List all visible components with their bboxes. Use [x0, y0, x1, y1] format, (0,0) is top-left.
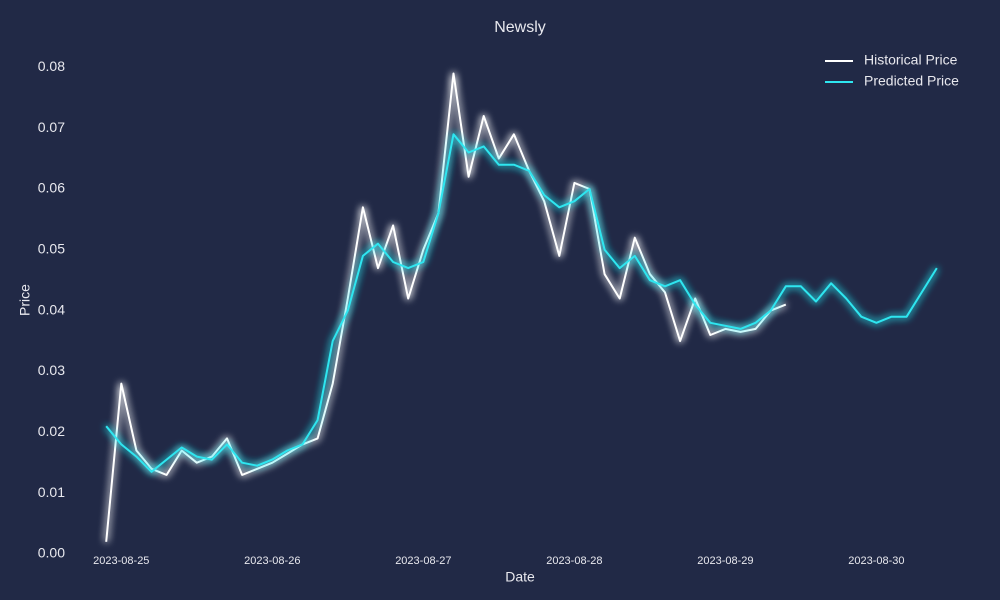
x-tick-label: 2023-08-29: [697, 555, 753, 567]
x-axis-label: Date: [505, 569, 535, 585]
x-tick-label: 2023-08-28: [546, 555, 602, 567]
line-1: [105, 133, 938, 473]
line-0: [105, 72, 787, 542]
y-tick-label: 0.05: [38, 241, 65, 257]
y-tick-label: 0.08: [38, 58, 65, 74]
x-tick-label: 2023-08-26: [244, 555, 300, 567]
legend-label: Predicted Price: [864, 73, 959, 89]
y-tick-label: 0.07: [38, 119, 65, 135]
x-tick-label: 2023-08-25: [93, 555, 149, 567]
legend-label: Historical Price: [864, 52, 958, 68]
y-axis-label: Price: [17, 284, 33, 316]
y-tick-label: 0.06: [38, 180, 65, 196]
y-tick-label: 0.04: [38, 301, 65, 317]
y-tick-label: 0.01: [38, 484, 65, 500]
y-tick-label: 0.00: [38, 545, 65, 561]
chart-title: Newsly: [494, 19, 546, 36]
y-tick-label: 0.02: [38, 423, 65, 439]
x-tick-label: 2023-08-27: [395, 555, 451, 567]
y-tick-label: 0.03: [38, 362, 65, 378]
x-tick-label: 2023-08-30: [848, 555, 904, 567]
